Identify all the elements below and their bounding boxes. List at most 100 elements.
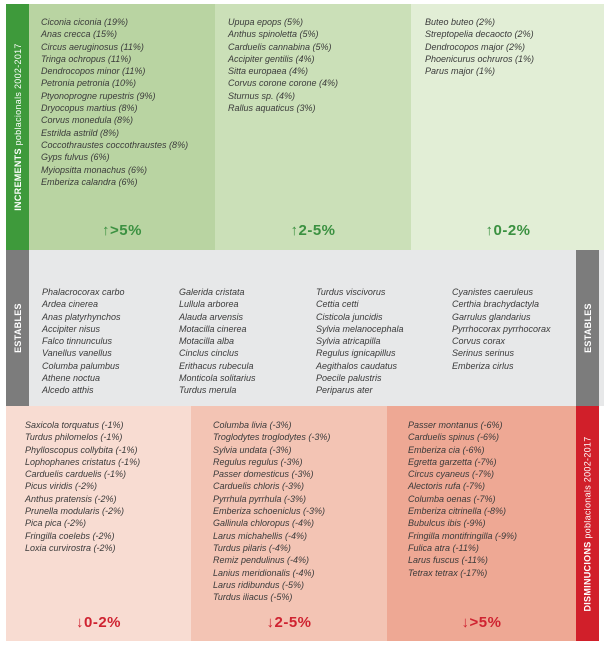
increments-col-low: Buteo buteo (2%) Streptopelia decaocto (…: [411, 4, 604, 250]
list-item: Saxicola torquatus (-1%): [25, 420, 124, 430]
list-item: Petronia petronia (10%): [41, 78, 137, 89]
list-item: Ciconia ciconia (19%): [41, 17, 129, 27]
list-item: Phoenicurus ochruros (1%): [425, 53, 535, 64]
list-item: Accipiter nisus: [42, 323, 101, 334]
disminucions-side-label: DISMINUCIONS poblacionals 2002-2017: [576, 406, 599, 641]
list-item: Alectoris rufa (-7%): [408, 481, 486, 492]
disminucions-col-high: Passer montanus (-6%) Carduelis spinus (…: [387, 406, 576, 641]
list-item: Carduelis carduelis (-1%): [25, 469, 127, 480]
disminucions-section: Saxicola torquatus (-1%) Turdus philomel…: [6, 406, 604, 641]
list-item: Turdus pilaris (-4%): [213, 542, 291, 553]
list-item: Larus michahellis (-4%): [213, 530, 308, 541]
list-item: Regulus regulus (-3%): [213, 456, 303, 467]
list-item: Troglodytes troglodytes (-3%): [213, 432, 331, 443]
estables-side-label-left: ESTABLES: [6, 250, 29, 406]
list-item: Poecile palustris: [316, 373, 382, 384]
estables-side-label-right: ESTABLES: [576, 250, 599, 406]
list-item: Corvus monedula (8%): [41, 115, 134, 126]
list-item: Cisticola juncidis: [316, 311, 383, 322]
disminucions-mid-title: ↓2-5%: [266, 614, 312, 631]
list-item: Ptyonoprogne rupestris (9%): [41, 90, 156, 101]
list-item: Emberiza cia (-6%): [408, 444, 485, 455]
list-item: Streptopelia decaocto (2%): [425, 29, 534, 40]
list-item: Athene noctua: [42, 373, 101, 384]
list-item: Carduelis spinus (-6%): [408, 432, 500, 443]
list-item: Turdus philomelos (-1%): [25, 432, 123, 443]
list-item: Turdus merula: [179, 385, 237, 396]
list-item: Fringilla coelebs (-2%): [25, 530, 115, 541]
increments-col-mid: Upupa epops (5%) Anthus spinoletta (5%) …: [215, 4, 411, 250]
increments-side-label: INCREMENTS poblacionals 2002-2017: [6, 4, 29, 250]
down-arrow-icon: ↓: [75, 614, 84, 631]
list-item: Sylvia melanocephala: [316, 323, 404, 334]
list-item: Dendrocopos major (2%): [425, 41, 526, 52]
list-item: Remiz pendulinus (-4%): [213, 555, 310, 566]
estables-col-3: Turdus viscivorus Cettia cetti Cisticola…: [316, 286, 404, 397]
list-item: Fulica atra (-11%): [408, 542, 479, 553]
list-item: Periparus ater: [316, 385, 373, 396]
list-item: Gallinula chloropus (-4%): [213, 518, 315, 529]
list-item: Cinclus cinclus: [179, 348, 239, 359]
list-item: Columba livia (-3%): [213, 420, 292, 430]
list-item: Egretta garzetta (-7%): [408, 456, 497, 467]
list-item: Upupa epops (5%): [228, 17, 304, 27]
list-item: Parus major (1%): [425, 66, 496, 77]
increments-high-title: ↑>5%: [102, 222, 142, 239]
disminucions-col-mid: Columba livia (-3%) Troglodytes troglody…: [191, 406, 387, 641]
list-item: Lophophanes cristatus (-1%): [25, 456, 141, 467]
list-item: Monticola solitarius: [179, 373, 256, 384]
list-item: Sylvia atricapilla: [316, 336, 381, 347]
list-item: Pyrrhula pyrrhula (-3%): [213, 493, 307, 504]
list-item: Phalacrocorax carbo: [42, 287, 125, 297]
list-item: Buteo buteo (2%): [425, 17, 496, 27]
list-item: Emberiza cirlus: [452, 360, 514, 371]
disminucions-low-title: ↓0-2%: [75, 614, 122, 631]
list-item: Bubulcus ibis (-9%): [408, 518, 486, 529]
list-item: Dryocopus martius (8%): [41, 103, 138, 114]
list-item: Cettia cetti: [316, 299, 359, 310]
list-item: Estrilda astrild (8%): [41, 127, 120, 138]
species-list: Columba livia (-3%) Troglodytes troglody…: [213, 419, 330, 603]
disminucions-high-title: ↓>5%: [461, 614, 502, 631]
list-item: Anas crecca (15%): [41, 29, 118, 40]
down-arrow-icon: ↓: [266, 614, 275, 631]
list-item: Sylvia undata (-3%): [213, 444, 292, 455]
list-item: Sitta europaea (4%): [228, 66, 309, 77]
list-item: Rallus aquaticus (3%): [228, 103, 316, 114]
up-arrow-icon: ↑: [290, 222, 299, 239]
list-item: Coccothraustes coccothraustes (8%): [41, 139, 189, 150]
list-item: Dendrocopos minor (11%): [41, 66, 146, 77]
increments-low-title: ↑0-2%: [485, 222, 531, 239]
list-item: Larus fuscus (-11%): [408, 555, 488, 566]
list-item: Emberiza schoeniclus (-3%): [213, 506, 326, 517]
list-item: Garrulus glandarius: [452, 311, 531, 322]
list-item: Corvus corax: [452, 336, 506, 347]
list-item: Turdus viscivorus: [316, 287, 386, 297]
list-item: Myiopsitta monachus (6%): [41, 164, 148, 175]
list-item: Anthus spinoletta (5%): [228, 29, 319, 40]
list-item: Regulus ignicapillus: [316, 348, 396, 359]
species-list: Ciconia ciconia (19%) Anas crecca (15%) …: [41, 16, 188, 188]
species-list: Upupa epops (5%) Anthus spinoletta (5%) …: [228, 16, 338, 114]
list-item: Cyanistes caeruleus: [452, 287, 534, 297]
list-item: Motacilla alba: [179, 336, 235, 347]
estables-section: ESTABLES ESTABLES Phalacrocorax carbo Ar…: [6, 250, 604, 406]
list-item: Anas platyrhynchos: [42, 311, 121, 322]
list-item: Accipiter gentilis (4%): [228, 53, 315, 64]
list-item: Aegithalos caudatus: [316, 360, 398, 371]
estables-col-2: Galerida cristata Lullula arborea Alauda…: [179, 286, 256, 397]
down-arrow-icon: ↓: [461, 614, 470, 631]
list-item: Tetrax tetrax (-17%): [408, 567, 488, 578]
list-item: Passer domesticus (-3%): [213, 469, 314, 480]
list-item: Larus ridibundus (-5%): [213, 579, 305, 590]
species-list: Buteo buteo (2%) Streptopelia decaocto (…: [425, 16, 534, 77]
list-item: Picus viridis (-2%): [25, 481, 98, 492]
up-arrow-icon: ↑: [102, 222, 111, 239]
list-item: Alcedo atthis: [42, 385, 94, 396]
list-item: Circus cyaneus (-7%): [408, 469, 495, 480]
list-item: Circus aeruginosus (11%): [41, 41, 144, 52]
estables-col-4: Cyanistes caeruleus Certhia brachydactyl…: [452, 286, 551, 372]
list-item: Lanius meridionalis (-4%): [213, 567, 315, 578]
list-item: Emberiza citrinella (-8%): [408, 506, 507, 517]
list-item: Motacilla cinerea: [179, 323, 247, 334]
